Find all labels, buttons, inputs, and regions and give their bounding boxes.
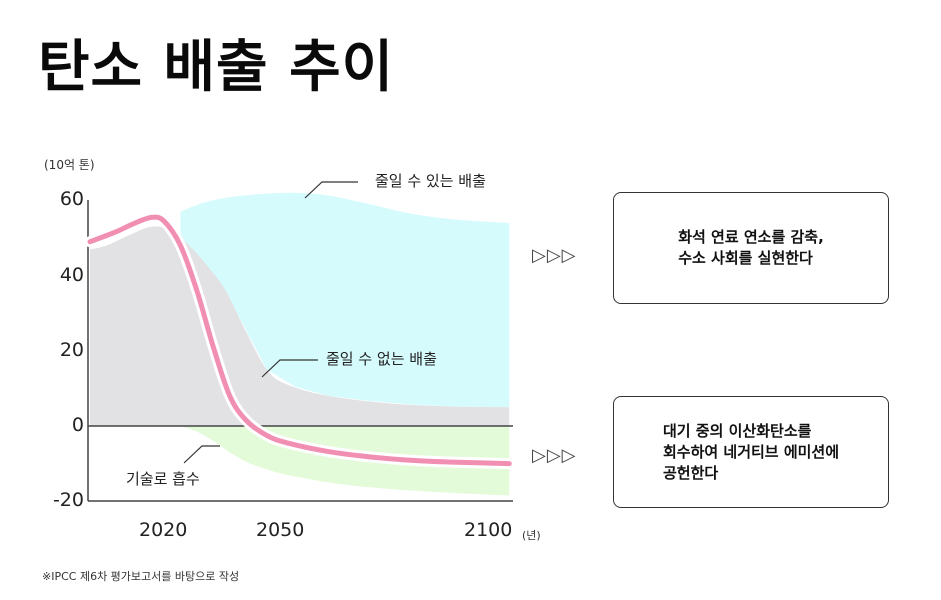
callout-text: 대기 중의 이산화탄소를 회수하여 네거티브 에미션에 공헌한다 bbox=[662, 421, 840, 482]
footnote: ※IPCC 제6차 평가보고서를 바탕으로 작성 bbox=[42, 570, 240, 583]
annotation-unavoidable: 줄일 수 없는 배출 bbox=[326, 350, 437, 368]
arrow-icons: ▷▷▷ bbox=[532, 245, 577, 266]
area-avoidable-emissions bbox=[180, 192, 510, 408]
y-tick-label: 40 bbox=[59, 264, 84, 286]
page-title: 탄소 배출 추이 bbox=[38, 35, 395, 100]
callout-box-removal: 대기 중의 이산화탄소를 회수하여 네거티브 에미션에 공헌한다 bbox=[613, 396, 889, 508]
callout-line-removal bbox=[183, 445, 220, 464]
y-tick-label: 0 bbox=[71, 414, 84, 436]
annotation-avoidable: 줄일 수 있는 배출 bbox=[375, 172, 486, 190]
x-tick-label: 2020 bbox=[139, 519, 188, 541]
y-tick-label: 20 bbox=[59, 339, 84, 361]
arrow-icons: ▷▷▷ bbox=[532, 445, 577, 466]
y-unit-label: (10억 톤) bbox=[44, 158, 95, 172]
x-tick-label: 2100 bbox=[464, 519, 513, 541]
x-tick-label: 2050 bbox=[256, 519, 305, 541]
y-tick-label: -20 bbox=[52, 489, 84, 511]
net-emissions-line bbox=[87, 214, 512, 467]
callout-box-reduction: 화석 연료 연소를 감축, 수소 사회를 실현한다 bbox=[613, 192, 889, 304]
y-tick-label: 60 bbox=[59, 188, 84, 210]
callout-text: 화석 연료 연소를 감축, 수소 사회를 실현한다 bbox=[678, 228, 824, 267]
callout-line-unavoidable bbox=[261, 359, 318, 378]
callout-line-avoidable bbox=[304, 181, 358, 199]
area-technology-removal bbox=[180, 426, 510, 496]
annotation-removal: 기술로 흡수 bbox=[126, 470, 200, 488]
x-unit-label: (년) bbox=[522, 529, 541, 542]
